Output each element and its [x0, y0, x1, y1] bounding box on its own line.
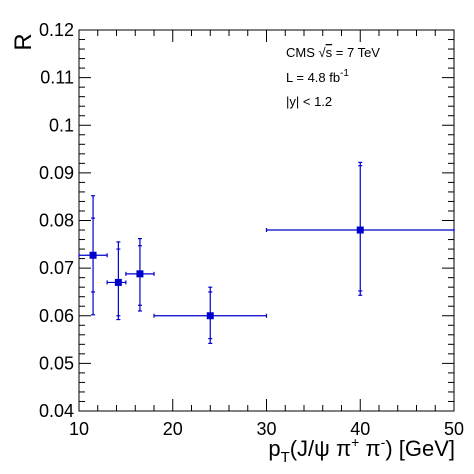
x-tick-label: 10: [69, 419, 89, 439]
y-tick-label: 0.09: [39, 163, 74, 183]
x-tick-label: 50: [444, 419, 464, 439]
plot-frame: [78, 29, 455, 412]
annotation-luminosity: L = 4.8 fb-1: [286, 68, 349, 85]
axis-ticks: [78, 29, 455, 412]
marker: [114, 278, 122, 286]
y-tick-label: 0.12: [39, 20, 74, 40]
annotation-cms-energy: CMS √s = 7 TeV: [286, 45, 380, 60]
error-bars: [78, 161, 455, 344]
x-tick-label: 20: [163, 419, 183, 439]
y-tick-label: 0.07: [39, 258, 74, 278]
y-tick-label: 0.06: [39, 306, 74, 326]
tick-labels: 10 20 30 40 50 0.04 0.05 0.06 0.07 0.08 0.09 0.1 0.1…: [39, 20, 464, 439]
x-tick-label: 40: [350, 419, 370, 439]
y-tick-label: 0.08: [39, 211, 74, 231]
y-axis-title: R: [10, 33, 37, 50]
marker: [206, 312, 214, 320]
x-tick-label: 30: [256, 419, 276, 439]
marker: [356, 226, 364, 234]
data-markers: [89, 226, 364, 320]
marker: [136, 270, 144, 278]
y-tick-label: 0.11: [40, 68, 74, 88]
y-tick-label: 0.05: [39, 353, 74, 373]
x-axis-title: pT(J/ψ π+ π-) [GeV]: [268, 434, 455, 466]
annotation-rapidity: |y| < 1.2: [286, 94, 332, 109]
y-tick-label: 0.04: [39, 401, 74, 421]
marker: [89, 251, 97, 259]
y-tick-label: 0.1: [49, 115, 74, 135]
